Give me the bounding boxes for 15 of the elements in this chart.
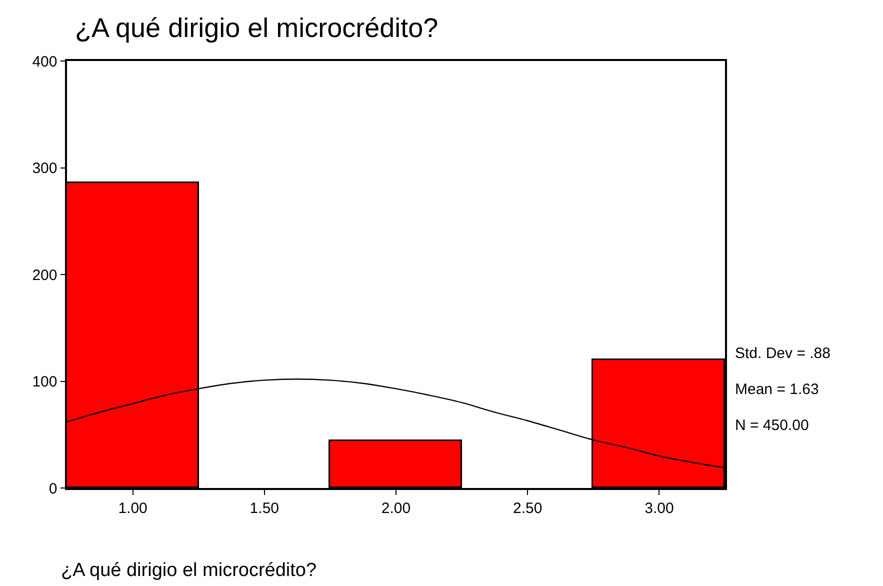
y-tick-label: 0 [48,480,58,498]
text: N = 450.00 [735,417,809,434]
y-tick-label: 300 [32,160,58,177]
text: Std. Dev = .88 [735,345,830,362]
x-axis-title: ¿A qué dirigio el microcrédito? [61,560,317,581]
chart-title: ¿A qué dirigio el microcrédito? [75,12,438,43]
y-tick-label: 100 [32,374,58,390]
x-tick-label: 2.00 [381,500,411,517]
x-tick-label: 1.00 [118,500,148,517]
y-tick-label: 400 [32,53,58,70]
x-tick-label: 3.00 [644,500,674,517]
x-tick-label: 2.50 [513,500,542,517]
text: Mean = 1.63 [735,381,819,398]
x-tick-label: 1.50 [250,500,279,517]
y-tick-label: 200 [32,266,58,284]
